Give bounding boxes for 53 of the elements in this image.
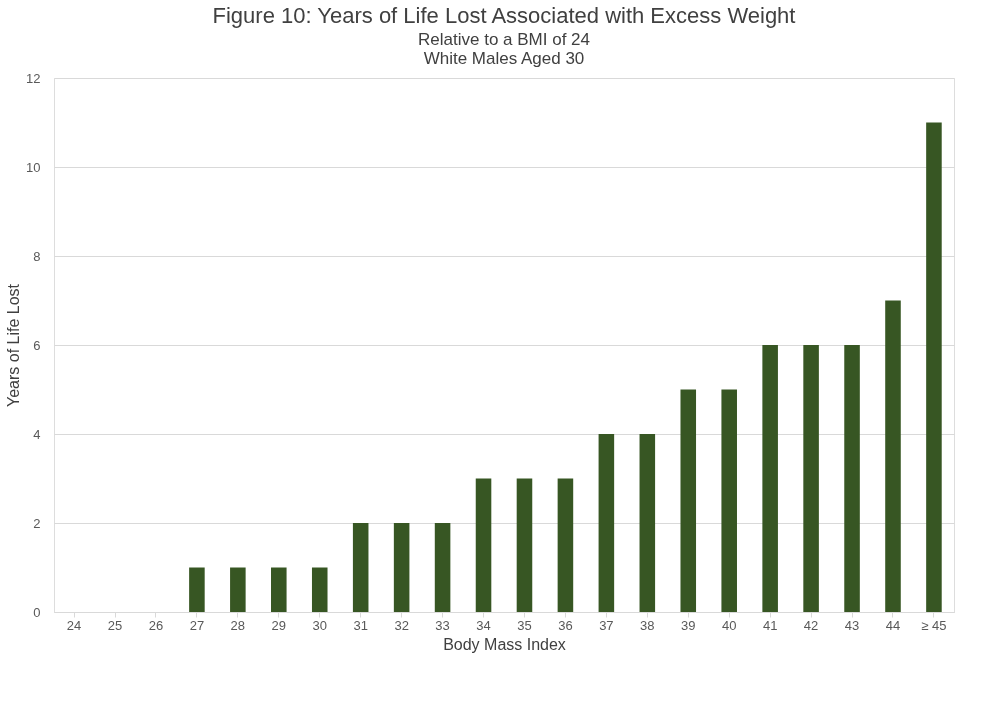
x-tick-label: 41 [762, 617, 778, 633]
x-tick-label: 28 [230, 617, 246, 633]
bar [189, 567, 205, 612]
x-tick-label: 42 [803, 617, 819, 633]
x-tick-label: 43 [844, 617, 860, 633]
x-tick-label: 32 [394, 617, 409, 633]
bar [803, 345, 819, 612]
bar [271, 567, 287, 612]
bar [434, 523, 451, 612]
text: White Males Aged 30 [423, 49, 585, 68]
bar [352, 523, 369, 612]
x-tick-label: 40 [721, 617, 737, 633]
chart-subtitle: Relative to a BMI of 24 [418, 30, 590, 49]
y-tick-label: 12 [26, 70, 41, 86]
y-tick-label: 4 [33, 426, 41, 442]
x-tick-label: 34 [476, 617, 491, 633]
y-tick-label: 6 [33, 337, 41, 353]
x-tick-label: 44 [885, 617, 901, 633]
bar [557, 478, 574, 612]
bar [639, 434, 656, 612]
bar [680, 389, 697, 612]
x-tick-label: 31 [353, 617, 368, 633]
bar [721, 389, 737, 612]
x-tick-label: 35 [517, 617, 532, 633]
x-tick-label: 25 [107, 617, 123, 633]
bar [475, 478, 492, 612]
x-tick-label: 27 [189, 617, 205, 633]
bar [516, 478, 533, 612]
bar [393, 523, 410, 612]
x-tick-label: 30 [312, 617, 327, 633]
y-axis-title: Years of Life Lost [5, 283, 23, 408]
bar [926, 122, 942, 612]
bar [598, 434, 615, 612]
bar [885, 300, 901, 612]
y-tick-label: 10 [26, 159, 41, 175]
x-tick-label: 36 [558, 617, 573, 633]
x-tick-label: 24 [66, 617, 82, 633]
bar [230, 567, 246, 612]
chart-title: Figure 10: Years of Life Lost Associated with Excess Weight [212, 3, 796, 28]
x-tick-label: 33 [435, 617, 450, 633]
x-tick-label: 37 [599, 617, 614, 633]
bar [311, 567, 328, 612]
x-tick-label: 29 [271, 617, 287, 633]
bar [844, 345, 860, 612]
x-tick-label: 39 [681, 617, 696, 633]
y-tick-label: 2 [33, 515, 41, 531]
x-tick-label: ≥ 45 [921, 617, 947, 633]
bar [762, 345, 778, 612]
x-axis-title: Body Mass Index [443, 635, 566, 653]
y-tick-label: 0 [33, 604, 41, 620]
y-tick-label: 8 [33, 248, 41, 264]
x-tick-label: 26 [148, 617, 164, 633]
x-tick-label: 38 [640, 617, 655, 633]
